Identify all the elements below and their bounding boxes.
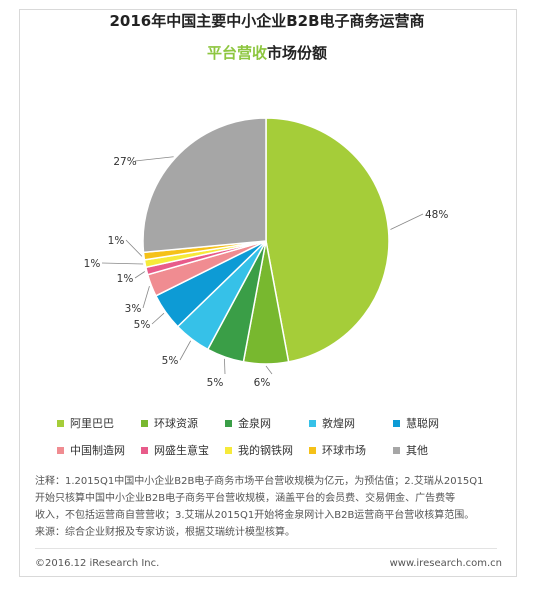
legend-item: 我的钢铁网 xyxy=(225,442,309,458)
chart-title: 2016年中国主要中小企业B2B电子商务运营商 xyxy=(109,12,425,30)
slice-label: 5% xyxy=(162,355,179,367)
copyright: ©2016.12 iResearch Inc. xyxy=(35,558,160,569)
legend-item: 环球市场 xyxy=(309,442,393,458)
notes: 注释：1.2015Q1中国中小企业B2B电子商务市场平台营收规模为亿元，为预估值… xyxy=(35,473,505,541)
chart-legend: 阿里巴巴 环球资源 金泉网 敦煌网 慧聪网中国制造网 网盛生意宝 我的钢铁网 环球市场 其他 xyxy=(57,415,477,458)
legend-label: 我的钢铁网 xyxy=(238,444,293,457)
slice-label: 48% xyxy=(425,209,448,221)
legend-label: 慧聪网 xyxy=(406,417,439,430)
slice-label: 1% xyxy=(84,258,101,270)
leader-line xyxy=(151,312,165,325)
slice-label: 1% xyxy=(108,235,125,247)
footer-divider xyxy=(35,548,497,549)
legend-item: 环球资源 xyxy=(141,415,225,431)
legend-swatch xyxy=(393,446,400,454)
legend-label: 金泉网 xyxy=(238,417,271,430)
legend-item: 金泉网 xyxy=(225,415,309,431)
legend-item: 中国制造网 xyxy=(57,442,141,458)
legend-item: 阿里巴巴 xyxy=(57,415,141,431)
subtitle-highlight: 平台营收 xyxy=(206,44,267,62)
leader-line xyxy=(125,239,143,257)
legend-swatch xyxy=(57,419,64,427)
legend-swatch xyxy=(141,419,148,427)
legend-swatch xyxy=(309,446,316,454)
slice-label: 1% xyxy=(117,273,134,285)
slice-label: 5% xyxy=(134,319,151,331)
chart-subtitle: 平台营收市场份额 xyxy=(0,42,534,63)
pie-slice xyxy=(142,117,267,254)
legend-item: 网盛生意宝 xyxy=(141,442,225,458)
slice-label: 5% xyxy=(207,377,224,389)
leader-line xyxy=(224,358,226,375)
legend-label: 网盛生意宝 xyxy=(154,444,209,457)
source-line: 来源：综合企业财报及专家访谈，根据艾瑞统计模型核算。 xyxy=(35,527,295,538)
leader-line xyxy=(142,286,150,309)
legend-swatch xyxy=(141,446,148,454)
legend-label: 敦煌网 xyxy=(322,417,355,430)
legend-item: 慧聪网 xyxy=(393,415,477,431)
leader-line xyxy=(134,156,174,162)
leader-line xyxy=(265,365,273,375)
leader-line xyxy=(101,262,144,265)
legend-label: 阿里巴巴 xyxy=(70,417,114,430)
legend-swatch xyxy=(393,419,400,427)
pie-chart: 48% 6% 5% 5% 5% 3% 1% 1% 1% 27% xyxy=(84,117,448,389)
website: www.iresearch.com.cn xyxy=(389,558,502,569)
leader-line xyxy=(179,340,192,361)
slice-label: 3% xyxy=(125,303,142,315)
legend-label: 环球资源 xyxy=(154,417,198,430)
legend-label: 中国制造网 xyxy=(70,444,125,457)
pie-slice xyxy=(265,117,390,363)
legend-item: 其他 xyxy=(393,442,477,458)
legend-label: 其他 xyxy=(406,444,428,457)
note-line: 注释：1.2015Q1中国中小企业B2B电子商务市场平台营收规模为亿元，为预估值… xyxy=(35,476,484,487)
legend-swatch xyxy=(309,419,316,427)
leader-line xyxy=(134,271,145,279)
leader-line xyxy=(390,213,424,230)
legend-swatch xyxy=(225,419,232,427)
legend-swatch xyxy=(225,446,232,454)
legend-swatch xyxy=(57,446,64,454)
note-line: 开始只核算中国中小企业B2B电子商务平台营收规模，涵盖平台的会员费、交易佣金、广… xyxy=(35,493,456,504)
note-line: 收入，不包括运营商自营营收；3.艾瑞从2015Q1开始将金泉网计入B2B运营商平… xyxy=(35,510,475,521)
slice-label: 27% xyxy=(113,156,136,168)
subtitle-rest: 市场份额 xyxy=(267,44,328,62)
legend-item: 敦煌网 xyxy=(309,415,393,431)
legend-label: 环球市场 xyxy=(322,444,366,457)
slice-label: 6% xyxy=(254,377,271,389)
